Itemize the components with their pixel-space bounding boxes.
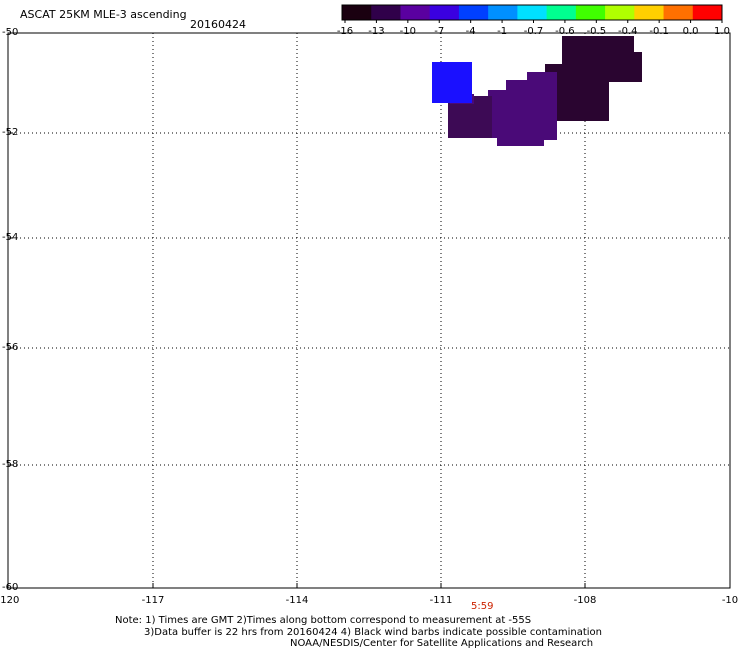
time-label: 5:59 — [471, 601, 494, 612]
y-axis-label: -56 — [2, 342, 19, 353]
x-axis-label: -111 — [429, 595, 453, 606]
colorbar-label: -4 — [465, 26, 476, 37]
colorbar-segment — [634, 5, 665, 20]
wind-cell — [553, 80, 609, 121]
note-line-3: NOAA/NESDIS/Center for Satellite Applica… — [290, 638, 594, 649]
plot-frame — [7, 32, 731, 589]
y-axis-label: -52 — [2, 127, 19, 138]
wind-cell — [562, 36, 634, 56]
y-axis-label: -58 — [2, 459, 19, 470]
colorbar-label: -10 — [399, 26, 416, 37]
data-cells — [432, 36, 642, 146]
colorbar-label: 0.0 — [682, 26, 699, 37]
colorbar-segment — [546, 5, 577, 20]
wind-cell — [497, 130, 544, 146]
x-axis-label: -10 — [721, 595, 739, 606]
note-line-2: 3)Data buffer is 22 hrs from 20160424 4)… — [144, 627, 602, 638]
colorbar-label: 1.0 — [714, 26, 730, 37]
colorbar-segment — [692, 5, 723, 20]
colorbar-label: -16 — [336, 26, 354, 37]
colorbar-segment — [517, 5, 548, 20]
y-axis-label: -50 — [2, 27, 19, 38]
x-axis-label: -114 — [285, 595, 309, 606]
wind-cell — [562, 52, 642, 82]
note-line-1: Note: 1) Times are GMT 2)Times along bot… — [115, 615, 532, 626]
colorbar-segment — [605, 5, 635, 20]
colorbar-segment — [488, 5, 518, 20]
x-axis-label: -108 — [573, 595, 597, 606]
colorbar-label: -7 — [434, 26, 445, 37]
x-axis-label: -117 — [141, 595, 165, 606]
colorbar-segment — [342, 5, 372, 20]
colorbar-label: -0.6 — [555, 26, 575, 37]
colorbar-segment — [575, 5, 606, 20]
wind-cell — [527, 72, 557, 140]
colorbar — [341, 4, 723, 23]
colorbar-frame — [341, 4, 723, 21]
map-title: ASCAT 25KM MLE-3 ascending — [20, 8, 187, 21]
x-axis-label: -120 — [0, 595, 20, 606]
y-axis-label: -54 — [2, 232, 19, 243]
colorbar-label: -13 — [368, 26, 385, 37]
colorbar-segment — [429, 5, 460, 20]
colorbar-segment — [400, 5, 431, 20]
colorbar-label: -0.4 — [617, 26, 638, 37]
wind-cell — [448, 103, 466, 138]
map-date: 20160424 — [190, 18, 246, 31]
colorbar-segment — [458, 5, 489, 20]
map-grid — [7, 32, 731, 589]
colorbar-segment — [663, 5, 694, 20]
colorbar-label: -0.1 — [649, 26, 669, 37]
colorbar-segment — [371, 5, 401, 20]
colorbar-label: -0.5 — [586, 26, 607, 37]
colorbar-label: -1 — [497, 26, 508, 37]
y-axis-label: -60 — [2, 582, 19, 593]
colorbar-label: -0.7 — [523, 26, 544, 37]
wind-cell-blue — [432, 62, 472, 103]
wind-cell — [488, 90, 510, 138]
